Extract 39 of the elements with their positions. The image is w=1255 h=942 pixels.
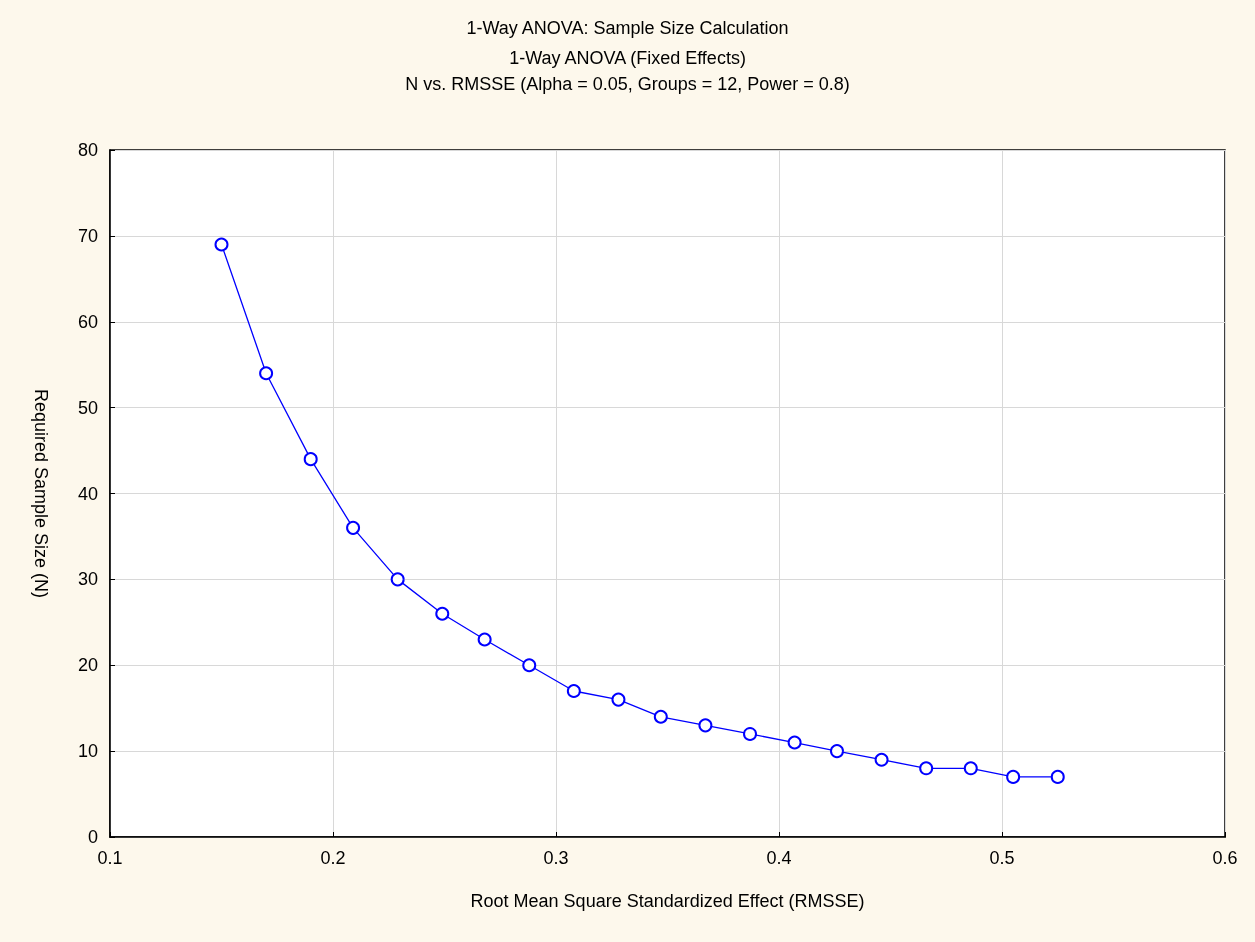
- point: [1050, 769, 1065, 784]
- x-tick-label: 0.6: [1212, 848, 1238, 868]
- point: [829, 744, 844, 759]
- y-axis-title: Required Sample Size (N): [31, 388, 51, 599]
- point: [259, 366, 274, 381]
- point: [874, 752, 889, 767]
- y-tick-label: 60: [77, 311, 98, 332]
- y-tick-label: 50: [77, 397, 98, 418]
- y-tick-label: 80: [77, 140, 98, 160]
- point: [214, 237, 229, 252]
- chart-title: 1-Way ANOVA: Sample Size Calculation: [466, 18, 789, 38]
- point: [1006, 769, 1021, 784]
- point: [743, 726, 758, 741]
- point: [522, 658, 537, 673]
- point: [346, 520, 361, 535]
- point: [787, 735, 802, 750]
- point: [963, 761, 978, 776]
- x-tick-label: 0.2: [320, 848, 346, 868]
- y-tick-label: 10: [77, 741, 98, 762]
- point: [303, 452, 318, 467]
- point: [566, 684, 581, 699]
- point: [611, 692, 626, 707]
- y-tick-label: 70: [77, 225, 98, 246]
- point: [698, 718, 713, 733]
- point: [390, 572, 405, 587]
- x-tick-label: 0.1: [97, 848, 123, 868]
- point: [919, 761, 934, 776]
- y-tick-label: 0: [87, 827, 98, 847]
- x-tick-label: 0.4: [766, 848, 792, 868]
- x-tick-label: 0.5: [989, 848, 1015, 868]
- point: [653, 709, 668, 724]
- point: [477, 632, 492, 647]
- point: [435, 606, 450, 621]
- y-tick-label: 20: [77, 655, 98, 676]
- y-tick-label: 40: [77, 483, 98, 504]
- y-tick-label: 30: [77, 569, 98, 590]
- x-axis-title: Root Mean Square Standardized Effect (RMSSE): [470, 891, 865, 911]
- chart-subtitle: 1-Way ANOVA (Fixed Effects) N vs. RMSSE (Alpha = 0.05, Groups = 12, Power = 0.8): [405, 48, 850, 94]
- x-tick-label: 0.3: [543, 848, 569, 868]
